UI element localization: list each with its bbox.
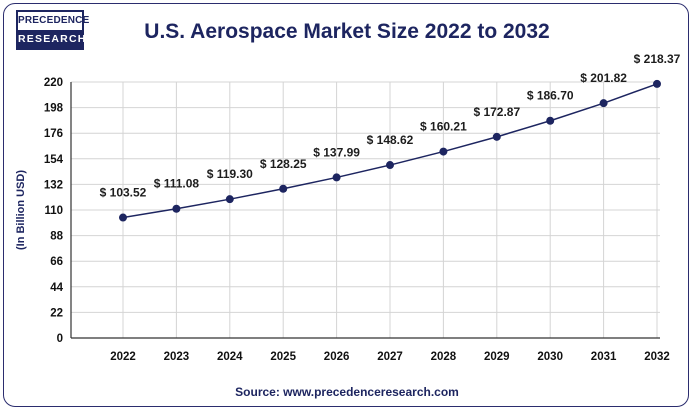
- chart-frame: [3, 3, 689, 407]
- data-label: $ 218.37: [634, 52, 681, 66]
- y-tick-label: 154: [44, 154, 64, 166]
- data-label: $ 201.82: [580, 71, 627, 85]
- x-tick-label: 2025: [270, 351, 296, 363]
- data-label: $ 128.25: [260, 157, 307, 171]
- data-point: [439, 147, 448, 156]
- data-point: [546, 116, 555, 125]
- y-tick-label: 220: [44, 77, 63, 89]
- data-point: [225, 195, 234, 204]
- data-point: [492, 132, 501, 141]
- y-tick-label: 176: [44, 128, 63, 140]
- data-point: [119, 213, 127, 222]
- y-tick-label: 22: [50, 307, 63, 319]
- data-point: [332, 173, 341, 182]
- chart-title: U.S. Aerospace Market Size 2022 to 2032: [144, 20, 550, 43]
- data-point: [653, 79, 661, 88]
- x-tick-label: 2024: [217, 351, 243, 363]
- data-label: $ 172.87: [473, 105, 520, 119]
- y-tick-label: 66: [50, 256, 63, 268]
- data-label: $ 111.08: [154, 177, 200, 191]
- data-point: [279, 184, 288, 193]
- x-tick-label: 2032: [644, 351, 670, 363]
- data-label: $ 148.62: [367, 133, 414, 147]
- x-tick-label: 2026: [324, 351, 350, 363]
- data-point: [599, 99, 608, 108]
- logo-line-2: RESEARCH: [18, 30, 85, 48]
- y-tick-label: 44: [50, 282, 63, 294]
- x-tick-label: 2028: [431, 351, 457, 363]
- data-point: [172, 204, 181, 213]
- y-tick-label: 110: [44, 205, 63, 217]
- data-label: $ 119.30: [207, 167, 253, 181]
- x-tick-label: 2029: [484, 351, 510, 363]
- y-tick-label: 132: [44, 179, 63, 191]
- x-tick-label: 2022: [110, 351, 136, 363]
- x-tick-label: 2030: [537, 351, 563, 363]
- x-tick-label: 2027: [377, 351, 403, 363]
- data-label: $ 160.21: [420, 120, 467, 134]
- y-axis-label: (In Billion USD): [15, 170, 27, 250]
- x-tick-label: 2031: [591, 351, 617, 363]
- y-tick-label: 198: [44, 103, 64, 115]
- source-note: Source: www.precedenceresearch.com: [235, 385, 459, 399]
- data-label: $ 137.99: [313, 145, 360, 159]
- y-tick-label: 0: [57, 333, 63, 345]
- data-label: $ 103.52: [100, 186, 147, 200]
- logo-line-1: PRECEDENCE: [18, 12, 89, 30]
- data-label: $ 186.70: [527, 89, 574, 103]
- x-tick-label: 2023: [164, 351, 190, 363]
- brand-logo: PRECEDENCE RESEARCH: [16, 10, 89, 50]
- y-tick-label: 88: [50, 231, 63, 243]
- data-point: [386, 161, 394, 170]
